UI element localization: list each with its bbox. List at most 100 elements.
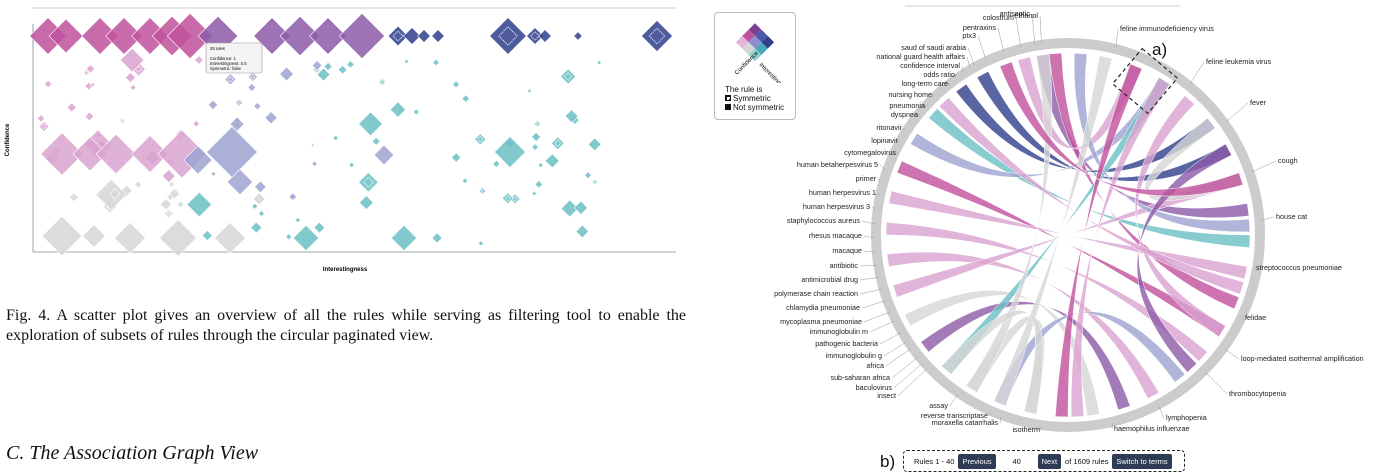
term-label[interactable]: sub-saharan africa bbox=[830, 373, 890, 382]
rule-diamond[interactable] bbox=[214, 222, 246, 254]
rule-diamond[interactable] bbox=[109, 188, 121, 200]
rule-diamond[interactable] bbox=[550, 136, 565, 151]
term-label[interactable]: pentraxins bbox=[963, 23, 997, 32]
rule-diamond[interactable] bbox=[451, 152, 462, 163]
rule-diamond[interactable] bbox=[95, 133, 137, 175]
term-label[interactable]: ethanol bbox=[1014, 11, 1038, 20]
term-label[interactable]: long-term care bbox=[902, 79, 948, 88]
term-label[interactable]: rhesus macaque bbox=[809, 231, 862, 240]
term-label[interactable]: human herpesvirus 3 bbox=[803, 202, 870, 211]
rule-diamond[interactable] bbox=[531, 131, 542, 142]
rule-diamond[interactable] bbox=[250, 221, 263, 234]
term-label[interactable]: saud of saudi arabia bbox=[901, 43, 966, 52]
term-label[interactable]: macaque bbox=[832, 246, 862, 255]
rule-diamond[interactable] bbox=[531, 143, 539, 151]
rule-diamond[interactable] bbox=[452, 80, 460, 89]
term-label[interactable]: haemophilus influenzae bbox=[1114, 424, 1190, 433]
association-chord[interactable] bbox=[885, 222, 1208, 362]
term-label[interactable]: colostrum bbox=[983, 13, 1014, 22]
term-label[interactable]: pneumonia bbox=[889, 101, 925, 110]
rule-diamond[interactable] bbox=[478, 187, 487, 195]
rule-diamond[interactable] bbox=[192, 120, 200, 128]
rule-diamond[interactable] bbox=[131, 135, 169, 173]
association-chord[interactable] bbox=[999, 61, 1244, 197]
rule-diamond[interactable] bbox=[403, 27, 421, 45]
term-label[interactable]: feline leukemia virus bbox=[1206, 57, 1272, 66]
term-label[interactable]: house cat bbox=[1276, 212, 1307, 221]
rule-diamond[interactable] bbox=[311, 160, 318, 167]
rule-diamond[interactable] bbox=[176, 200, 185, 209]
term-label[interactable]: ptx3 bbox=[962, 31, 976, 40]
rule-diamond[interactable] bbox=[359, 195, 374, 210]
rule-diamond[interactable] bbox=[533, 119, 542, 128]
rule-diamond[interactable] bbox=[235, 98, 244, 107]
rule-diamond[interactable] bbox=[537, 162, 544, 169]
association-chord[interactable] bbox=[1136, 143, 1232, 373]
rule-diamond[interactable] bbox=[90, 82, 96, 88]
rule-diamond[interactable] bbox=[489, 17, 527, 55]
rule-diamond[interactable] bbox=[573, 31, 583, 41]
term-label[interactable]: feline immunodeficiency virus bbox=[1120, 24, 1214, 33]
rule-diamond[interactable] bbox=[390, 224, 418, 252]
rule-diamond[interactable] bbox=[323, 62, 333, 71]
rule-diamond[interactable] bbox=[332, 134, 339, 142]
rule-diamond[interactable] bbox=[210, 171, 217, 177]
term-label[interactable]: primer bbox=[856, 174, 877, 183]
rule-diamond[interactable] bbox=[477, 240, 485, 247]
association-chord[interactable] bbox=[941, 309, 1044, 415]
term-label[interactable]: dyspnea bbox=[891, 110, 918, 119]
rule-diamond[interactable] bbox=[564, 109, 579, 124]
rule-diamond[interactable] bbox=[183, 145, 213, 175]
rule-diamond[interactable] bbox=[85, 64, 96, 74]
rule-diamond[interactable] bbox=[40, 132, 84, 176]
rule-diamond[interactable] bbox=[474, 133, 487, 146]
rule-diamond[interactable] bbox=[641, 20, 673, 52]
term-label[interactable]: mycoplasma pneumoniae bbox=[780, 317, 862, 326]
rule-diamond[interactable] bbox=[417, 29, 431, 43]
rule-diamond[interactable] bbox=[114, 222, 146, 254]
term-label[interactable]: cough bbox=[1278, 156, 1298, 165]
association-chord[interactable] bbox=[1134, 95, 1226, 338]
rule-diamond[interactable] bbox=[206, 126, 258, 178]
term-label[interactable]: antibiotic bbox=[830, 261, 859, 270]
switch-to-terms-button[interactable]: Switch to terms bbox=[1112, 453, 1172, 469]
term-label[interactable]: antiseptic bbox=[1000, 9, 1031, 18]
rule-diamond[interactable] bbox=[163, 208, 174, 219]
rule-diamond[interactable] bbox=[544, 153, 560, 169]
rule-diamond[interactable] bbox=[373, 144, 395, 166]
rule-diamond[interactable] bbox=[279, 66, 294, 82]
term-label[interactable]: fever bbox=[1250, 98, 1267, 107]
rule-diamond[interactable] bbox=[251, 202, 259, 210]
rule-diamond[interactable] bbox=[224, 73, 237, 86]
rule-diamond[interactable] bbox=[292, 224, 320, 252]
rule-diamond[interactable] bbox=[264, 111, 278, 125]
rule-diamond[interactable] bbox=[501, 192, 514, 205]
rule-diamond[interactable] bbox=[461, 177, 469, 184]
circular-graph[interactable]: antisepticethanolcolostrumpentraxinsptx3… bbox=[700, 0, 1388, 475]
term-label[interactable]: lymphopenia bbox=[1166, 413, 1207, 422]
term-label[interactable]: antimicrobial drug bbox=[801, 275, 858, 284]
term-label[interactable]: ritonavir bbox=[876, 123, 902, 132]
term-label[interactable]: insect bbox=[877, 391, 896, 400]
rule-diamond[interactable] bbox=[387, 25, 409, 47]
rule-diamond[interactable] bbox=[253, 102, 262, 111]
rule-diamond[interactable] bbox=[431, 29, 445, 43]
rule-diamond[interactable] bbox=[131, 17, 169, 55]
rule-diamond[interactable] bbox=[66, 102, 77, 113]
rule-diamond[interactable] bbox=[82, 224, 106, 248]
rule-diamond[interactable] bbox=[41, 215, 83, 257]
rule-diamond[interactable] bbox=[257, 210, 265, 218]
previous-button[interactable]: Previous bbox=[958, 453, 996, 469]
term-label[interactable]: felidae bbox=[1245, 313, 1266, 322]
term-label[interactable]: pathogenic bacteria bbox=[815, 339, 878, 348]
term-label[interactable]: human herpesvirus 1 bbox=[809, 188, 876, 197]
rule-diamond[interactable] bbox=[105, 17, 143, 55]
association-chord[interactable] bbox=[965, 53, 1053, 393]
rule-diamond[interactable] bbox=[186, 191, 213, 218]
term-label[interactable]: human betaherpesvirus 5 bbox=[797, 160, 878, 169]
term-label[interactable]: baculovirus bbox=[856, 383, 893, 392]
rule-diamond[interactable] bbox=[161, 169, 176, 184]
term-label[interactable]: immunoglobulin g bbox=[826, 351, 882, 360]
term-label[interactable]: loop-mediated isothermal amplification bbox=[1241, 354, 1364, 363]
rule-diamond[interactable] bbox=[72, 136, 108, 172]
